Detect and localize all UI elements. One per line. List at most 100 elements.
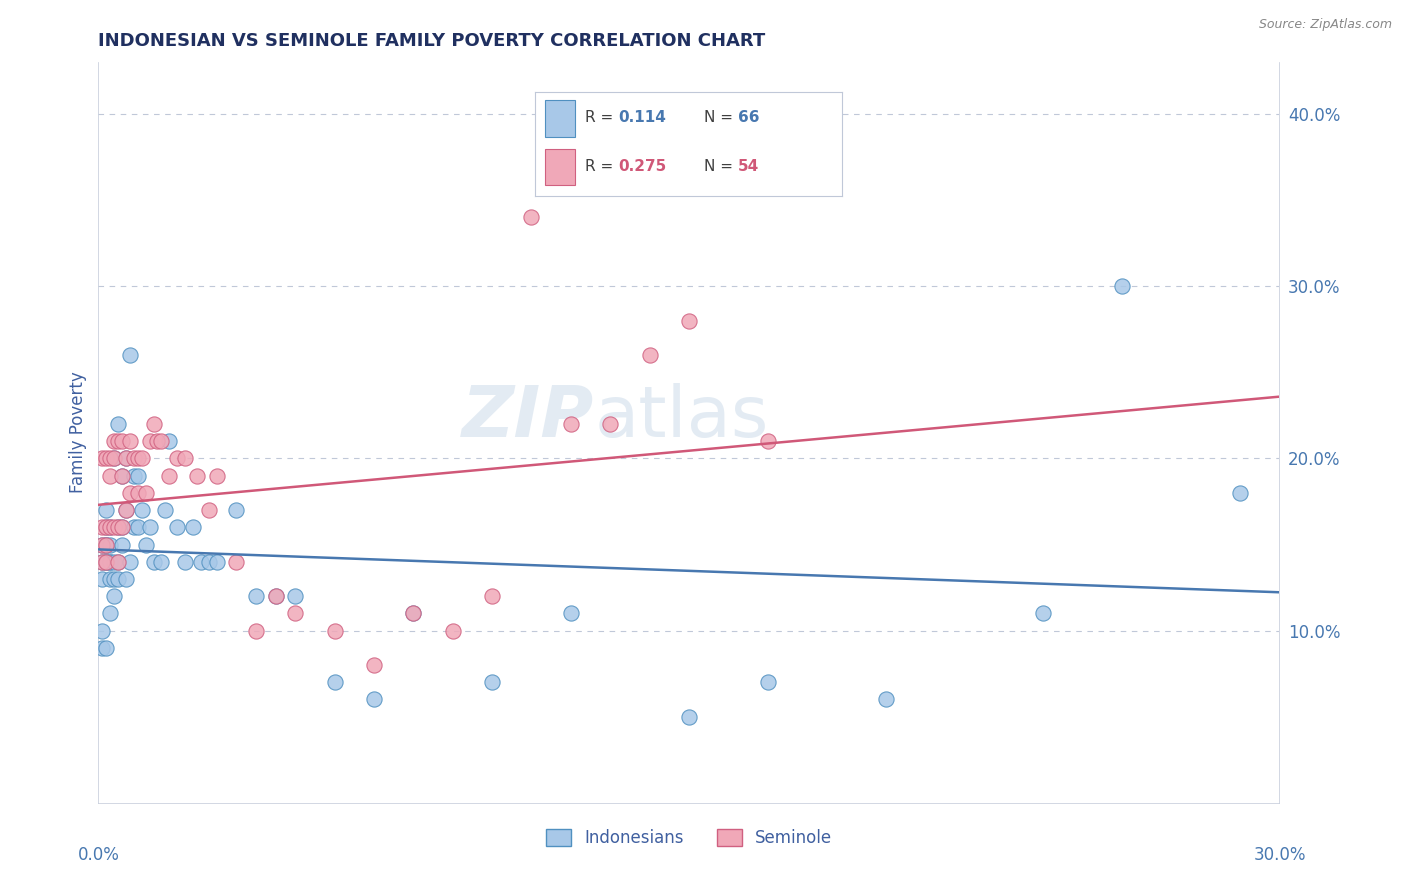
Point <box>111 520 134 534</box>
Point <box>107 520 129 534</box>
Point <box>599 417 621 431</box>
Point <box>111 520 134 534</box>
Point <box>103 555 125 569</box>
Point <box>98 520 121 534</box>
Point <box>96 640 118 655</box>
Point <box>205 468 228 483</box>
Point <box>91 537 114 551</box>
Point <box>115 572 138 586</box>
Point <box>91 555 114 569</box>
Point <box>323 675 346 690</box>
Point <box>225 503 247 517</box>
Point <box>142 417 165 431</box>
Point <box>138 434 160 449</box>
Point <box>91 572 114 586</box>
Point <box>115 503 138 517</box>
Point <box>127 486 149 500</box>
Point <box>115 451 138 466</box>
Point <box>264 589 287 603</box>
Point <box>91 624 114 638</box>
Text: INDONESIAN VS SEMINOLE FAMILY POVERTY CORRELATION CHART: INDONESIAN VS SEMINOLE FAMILY POVERTY CO… <box>98 32 766 50</box>
Point <box>520 211 543 225</box>
Point <box>127 451 149 466</box>
Point <box>107 555 129 569</box>
Point <box>560 417 582 431</box>
Point <box>323 624 346 638</box>
Legend: Indonesians, Seminole: Indonesians, Seminole <box>538 822 839 854</box>
Point <box>127 468 149 483</box>
Text: 30.0%: 30.0% <box>1253 846 1306 863</box>
Point <box>875 692 897 706</box>
Point <box>122 451 145 466</box>
Point <box>284 589 307 603</box>
Point <box>225 555 247 569</box>
Point <box>91 451 114 466</box>
Point <box>127 520 149 534</box>
Point <box>111 468 134 483</box>
Point <box>103 451 125 466</box>
Point <box>131 503 153 517</box>
Point <box>481 589 503 603</box>
Point <box>131 451 153 466</box>
Point <box>98 572 121 586</box>
Text: 0.0%: 0.0% <box>77 846 120 863</box>
Point <box>157 468 180 483</box>
Point <box>197 555 219 569</box>
Point <box>96 555 118 569</box>
Point <box>402 607 425 621</box>
Point <box>1111 279 1133 293</box>
Point <box>111 537 134 551</box>
Point <box>638 348 661 362</box>
Point <box>118 555 141 569</box>
Point <box>150 434 173 449</box>
Point <box>103 572 125 586</box>
Point <box>96 451 118 466</box>
Point <box>678 314 700 328</box>
Point <box>560 607 582 621</box>
Point <box>678 709 700 723</box>
Point <box>205 555 228 569</box>
Point <box>166 451 188 466</box>
Point <box>135 486 157 500</box>
Point <box>96 537 118 551</box>
Point <box>103 589 125 603</box>
Point <box>96 520 118 534</box>
Point <box>756 434 779 449</box>
Point <box>96 555 118 569</box>
Point <box>98 607 121 621</box>
Point <box>122 520 145 534</box>
Point <box>174 451 197 466</box>
Y-axis label: Family Poverty: Family Poverty <box>69 372 87 493</box>
Point <box>91 520 114 534</box>
Point <box>197 503 219 517</box>
Point <box>481 675 503 690</box>
Point <box>98 520 121 534</box>
Point <box>1229 486 1251 500</box>
Point <box>91 537 114 551</box>
Point <box>146 434 169 449</box>
Point <box>190 555 212 569</box>
Point <box>98 451 121 466</box>
Point <box>155 503 177 517</box>
Point <box>91 555 114 569</box>
Point <box>174 555 197 569</box>
Point <box>142 555 165 569</box>
Point <box>135 537 157 551</box>
Point <box>166 520 188 534</box>
Point <box>115 451 138 466</box>
Point <box>181 520 204 534</box>
Point <box>115 503 138 517</box>
Point <box>122 468 145 483</box>
Point <box>96 555 118 569</box>
Point <box>118 348 141 362</box>
Point <box>96 537 118 551</box>
Point <box>118 434 141 449</box>
Point <box>363 692 385 706</box>
Point <box>245 624 267 638</box>
Point <box>96 537 118 551</box>
Point <box>103 451 125 466</box>
Point <box>98 555 121 569</box>
Point <box>98 537 121 551</box>
Point <box>103 434 125 449</box>
Point <box>107 434 129 449</box>
